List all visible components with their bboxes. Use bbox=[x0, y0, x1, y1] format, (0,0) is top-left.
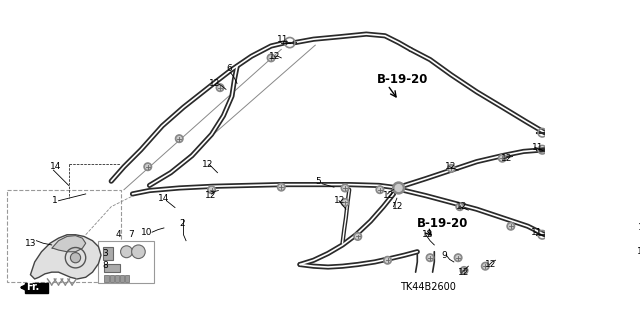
Circle shape bbox=[462, 268, 466, 272]
Bar bbox=[104, 275, 109, 281]
Circle shape bbox=[454, 254, 462, 262]
Bar bbox=[109, 275, 114, 281]
Circle shape bbox=[447, 165, 455, 172]
Text: 12: 12 bbox=[269, 52, 280, 61]
Text: 12: 12 bbox=[638, 223, 640, 233]
Circle shape bbox=[268, 54, 275, 62]
Text: B-19-20: B-19-20 bbox=[378, 73, 429, 86]
Text: 3: 3 bbox=[102, 249, 108, 258]
Circle shape bbox=[376, 186, 384, 194]
Circle shape bbox=[456, 203, 463, 211]
Text: 12: 12 bbox=[334, 196, 346, 205]
Bar bbox=[8, 190, 120, 281]
Circle shape bbox=[208, 186, 216, 194]
Circle shape bbox=[132, 245, 145, 259]
Text: 13: 13 bbox=[24, 239, 36, 248]
Circle shape bbox=[209, 188, 214, 192]
Circle shape bbox=[428, 256, 432, 260]
Text: 14: 14 bbox=[158, 194, 170, 203]
Circle shape bbox=[70, 253, 81, 263]
Circle shape bbox=[354, 233, 362, 240]
Circle shape bbox=[146, 165, 150, 169]
Circle shape bbox=[144, 163, 152, 171]
Text: 8: 8 bbox=[102, 261, 108, 270]
Bar bbox=[102, 247, 113, 260]
Circle shape bbox=[483, 264, 488, 268]
Circle shape bbox=[426, 254, 434, 262]
Polygon shape bbox=[31, 235, 101, 279]
Circle shape bbox=[177, 137, 181, 141]
Text: 12: 12 bbox=[422, 230, 433, 239]
Text: 9: 9 bbox=[441, 251, 447, 260]
Circle shape bbox=[341, 184, 349, 192]
Text: 12: 12 bbox=[456, 202, 467, 211]
Text: 12: 12 bbox=[637, 247, 640, 256]
Circle shape bbox=[460, 267, 468, 274]
Text: 14: 14 bbox=[50, 162, 61, 171]
Text: 5: 5 bbox=[316, 177, 321, 186]
Text: 6: 6 bbox=[226, 63, 232, 73]
Text: 12: 12 bbox=[500, 154, 512, 163]
Text: 12: 12 bbox=[445, 162, 457, 171]
Text: 7: 7 bbox=[128, 230, 134, 239]
Circle shape bbox=[378, 188, 382, 192]
Circle shape bbox=[120, 246, 132, 258]
Bar bbox=[120, 275, 124, 281]
Text: 12: 12 bbox=[392, 202, 403, 211]
Bar bbox=[104, 263, 120, 272]
Text: 2: 2 bbox=[179, 219, 185, 228]
Text: 11: 11 bbox=[277, 35, 289, 44]
Text: 12: 12 bbox=[383, 191, 395, 200]
Circle shape bbox=[456, 256, 460, 260]
Circle shape bbox=[341, 199, 349, 206]
Circle shape bbox=[277, 183, 285, 191]
Polygon shape bbox=[52, 236, 86, 252]
Circle shape bbox=[395, 185, 402, 191]
Text: 11: 11 bbox=[531, 228, 543, 237]
Circle shape bbox=[269, 56, 273, 60]
Text: 12: 12 bbox=[209, 79, 220, 88]
Circle shape bbox=[175, 135, 183, 143]
Circle shape bbox=[507, 222, 515, 230]
Bar bbox=[99, 241, 154, 283]
Text: TK44B2600: TK44B2600 bbox=[400, 282, 456, 293]
Text: 4: 4 bbox=[115, 230, 121, 239]
Circle shape bbox=[343, 200, 347, 204]
Text: 12: 12 bbox=[485, 260, 497, 269]
Text: 10: 10 bbox=[141, 228, 152, 237]
Text: Fr.: Fr. bbox=[26, 282, 40, 293]
Bar bbox=[115, 275, 119, 281]
Bar bbox=[125, 275, 129, 281]
Circle shape bbox=[500, 156, 504, 160]
Circle shape bbox=[385, 258, 390, 262]
Text: B-19-20: B-19-20 bbox=[417, 217, 468, 230]
Circle shape bbox=[499, 154, 506, 162]
Circle shape bbox=[356, 234, 360, 239]
Text: 12: 12 bbox=[202, 160, 214, 169]
Circle shape bbox=[393, 182, 404, 194]
Circle shape bbox=[279, 185, 284, 189]
Circle shape bbox=[449, 166, 453, 171]
Text: 12: 12 bbox=[458, 268, 470, 277]
Circle shape bbox=[481, 262, 489, 270]
Circle shape bbox=[384, 256, 392, 264]
Text: 1: 1 bbox=[52, 196, 58, 205]
Circle shape bbox=[343, 186, 347, 190]
Circle shape bbox=[218, 85, 222, 90]
Circle shape bbox=[509, 224, 513, 228]
Bar bbox=[24, 283, 48, 293]
Text: 11: 11 bbox=[532, 143, 543, 152]
Circle shape bbox=[458, 204, 462, 209]
Text: 12: 12 bbox=[205, 191, 216, 200]
Circle shape bbox=[216, 84, 224, 92]
